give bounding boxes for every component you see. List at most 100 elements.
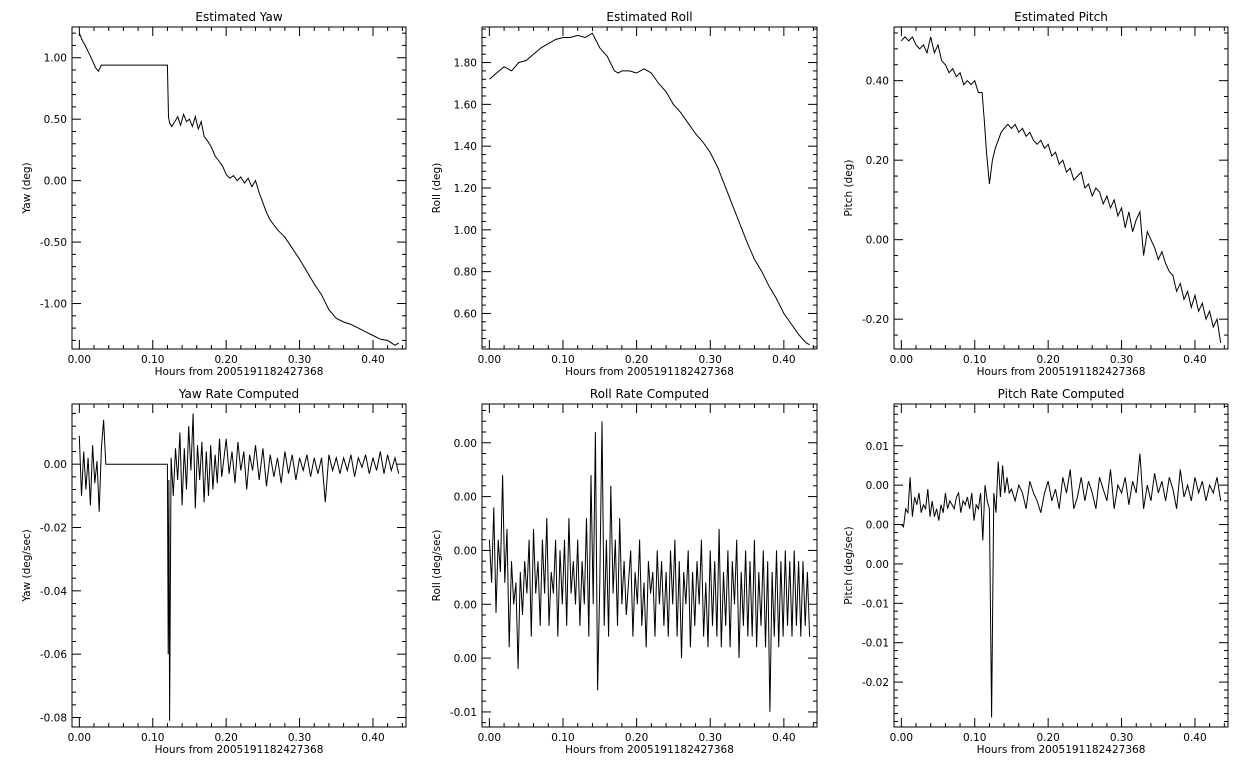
- pitch-chart: 0.00 0.10 0.20 0.30 0.40 0.40 0.20 0.00 -0.20 Est…: [843, 10, 1229, 378]
- yaw-rate-chart: 0.00 0.10 0.20 0.30 0.40 0.00 -0.02 -0.04 -0.06 -…: [21, 387, 407, 756]
- roll-plot-frame: [481, 26, 818, 350]
- yaw-rate-y-tick-label: -0.08: [40, 713, 67, 725]
- pitch-rate-x-tick-label: 0.30: [1110, 732, 1133, 744]
- yaw-rate-y-tick-label: -0.04: [40, 586, 67, 598]
- roll-rate-y-tick-label: 0.00: [454, 599, 477, 611]
- roll-y-axis-label: Roll (deg): [431, 163, 443, 213]
- roll-rate-x-tick-label: 0.30: [699, 732, 722, 744]
- yaw-y-axis-label: Yaw (deg): [21, 162, 33, 214]
- pitch-rate-y-tick-label: -0.02: [862, 677, 889, 689]
- yaw-rate-y-axis-label: Yaw (deg/sec): [21, 529, 33, 603]
- pitch-rate-y-tick-label: 0.00: [866, 559, 889, 571]
- roll-rate-title: Roll Rate Computed: [590, 387, 709, 401]
- roll-y-tick-label: 0.80: [454, 267, 477, 279]
- yaw-rate-x-tick-label: 0.00: [68, 732, 91, 744]
- roll-rate-x-tick-label: 0.40: [772, 732, 795, 744]
- pitch-rate-y-axis-label: Pitch (deg/sec): [843, 526, 855, 604]
- pitch-rate-y-tick-label: 0.01: [866, 441, 889, 453]
- pitch-y-tick-label: 0.40: [866, 76, 889, 88]
- yaw-x-tick-label: 0.10: [141, 354, 164, 366]
- pitch-rate-x-tick-label: 0.10: [963, 732, 986, 744]
- roll-y-tick-label: 1.20: [454, 183, 477, 195]
- yaw-y-tick-label: 0.50: [44, 114, 67, 126]
- roll-x-tick-label: 0.00: [478, 354, 501, 366]
- roll-y-tick-label: 1.60: [454, 99, 477, 111]
- roll-series-line: [489, 32, 810, 346]
- roll-x-tick-label: 0.20: [625, 354, 648, 366]
- roll-title: Estimated Roll: [606, 10, 692, 24]
- yaw-title: Estimated Yaw: [195, 10, 282, 24]
- yaw-x-tick-label: 0.30: [288, 354, 311, 366]
- yaw-rate-x-tick-label: 0.40: [361, 732, 384, 744]
- roll-rate-x-tick-label: 0.00: [478, 732, 501, 744]
- yaw-y-tick-label: -0.50: [40, 237, 67, 249]
- yaw-rate-series-line: [78, 413, 400, 721]
- yaw-x-tick-label: 0.40: [361, 354, 384, 366]
- yaw-rate-title: Yaw Rate Computed: [178, 387, 299, 401]
- roll-rate-chart: 0.00 0.10 0.20 0.30 0.40 0.00 0.00 0.00 0.00 0.00…: [431, 387, 818, 756]
- pitch-y-tick-label: 0.00: [866, 235, 889, 247]
- pitch-x-tick-label: 0.00: [890, 354, 913, 366]
- roll-rate-x-tick-label: 0.10: [551, 732, 574, 744]
- yaw-x-axis-label: Hours from 2005191182427368: [155, 366, 324, 378]
- pitch-rate-series-line: [900, 453, 1222, 718]
- yaw-rate-x-axis-label: Hours from 2005191182427368: [155, 744, 324, 756]
- roll-rate-x-tick-label: 0.20: [625, 732, 648, 744]
- yaw-rate-y-tick-label: -0.02: [40, 523, 67, 535]
- roll-y-tick-label: 0.60: [454, 308, 477, 320]
- pitch-rate-x-axis-label: Hours from 2005191182427368: [977, 744, 1146, 756]
- yaw-y-tick-label: 1.00: [44, 53, 67, 65]
- pitch-rate-x-tick-label: 0.20: [1036, 732, 1059, 744]
- pitch-x-axis-label: Hours from 2005191182427368: [977, 366, 1146, 378]
- roll-rate-y-tick-label: -0.01: [450, 707, 477, 719]
- roll-rate-x-axis-label: Hours from 2005191182427368: [565, 744, 734, 756]
- yaw-y-tick-label: -1.00: [40, 299, 67, 311]
- pitch-rate-plot-frame: [893, 403, 1229, 728]
- roll-y-tick-label: 1.00: [454, 225, 477, 237]
- yaw-x-tick-label: 0.00: [68, 354, 91, 366]
- pitch-y-axis-label: Pitch (deg): [843, 160, 855, 217]
- yaw-rate-y-tick-label: -0.06: [40, 649, 67, 661]
- yaw-series-line: [78, 32, 399, 346]
- pitch-rate-y-tick-label: -0.01: [862, 638, 889, 650]
- roll-rate-series-line: [488, 421, 811, 712]
- pitch-y-tick-label: -0.20: [862, 314, 889, 326]
- roll-x-axis-label: Hours from 2005191182427368: [565, 366, 734, 378]
- pitch-x-tick-label: 0.30: [1110, 354, 1133, 366]
- pitch-rate-y-tick-label: -0.01: [862, 598, 889, 610]
- roll-rate-y-tick-label: 0.00: [454, 438, 477, 450]
- yaw-plot-frame: [71, 26, 407, 350]
- pitch-x-tick-label: 0.10: [963, 354, 986, 366]
- yaw-chart: 0.00 0.10 0.20 0.30 0.40 1.00 0.50 0.00 -0.50 -1.…: [21, 10, 407, 378]
- roll-y-tick-label: 1.40: [454, 141, 477, 153]
- roll-chart: 0.00 0.10 0.20 0.30 0.40 1.80 1.60 1.40 1.20 1.00…: [431, 10, 818, 378]
- pitch-title: Estimated Pitch: [1014, 10, 1108, 24]
- roll-rate-plot-frame: [481, 403, 818, 728]
- pitch-rate-y-tick-label: 0.00: [866, 520, 889, 532]
- pitch-rate-x-tick-label: 0.00: [890, 732, 913, 744]
- pitch-y-tick-label: 0.20: [866, 155, 889, 167]
- yaw-rate-y-tick-label: 0.00: [44, 459, 67, 471]
- pitch-rate-y-tick-label: 0.00: [866, 480, 889, 492]
- roll-rate-y-axis-label: Roll (deg/sec): [431, 530, 443, 602]
- pitch-rate-chart: 0.00 0.10 0.20 0.30 0.40 0.01 0.00 0.00 0.00 -0.0…: [843, 387, 1229, 756]
- pitch-plot-frame: [893, 26, 1229, 350]
- roll-rate-y-tick-label: 0.00: [454, 545, 477, 557]
- pitch-x-tick-label: 0.40: [1183, 354, 1206, 366]
- yaw-x-tick-label: 0.20: [214, 354, 237, 366]
- yaw-rate-x-tick-label: 0.30: [288, 732, 311, 744]
- yaw-rate-x-tick-label: 0.10: [141, 732, 164, 744]
- pitch-series-line: [900, 36, 1222, 344]
- roll-rate-y-tick-label: 0.00: [454, 492, 477, 504]
- pitch-rate-x-tick-label: 0.40: [1183, 732, 1206, 744]
- roll-x-tick-label: 0.10: [551, 354, 574, 366]
- yaw-rate-x-tick-label: 0.20: [214, 732, 237, 744]
- pitch-x-tick-label: 0.20: [1036, 354, 1059, 366]
- yaw-y-tick-label: 0.00: [44, 176, 67, 188]
- roll-x-tick-label: 0.30: [699, 354, 722, 366]
- roll-rate-y-tick-label: 0.00: [454, 653, 477, 665]
- roll-x-tick-label: 0.40: [772, 354, 795, 366]
- pitch-rate-title: Pitch Rate Computed: [998, 387, 1125, 401]
- roll-y-tick-label: 1.80: [454, 58, 477, 70]
